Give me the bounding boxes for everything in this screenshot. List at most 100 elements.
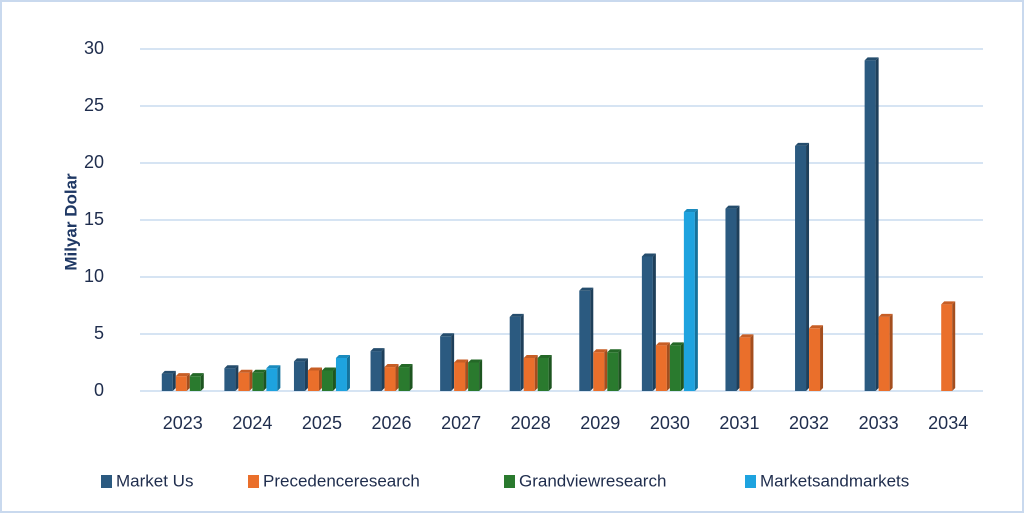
- bar: [252, 369, 267, 391]
- bar: [537, 354, 552, 391]
- bar-side: [479, 359, 483, 391]
- bar-side: [346, 354, 350, 391]
- y-tick-label: 20: [84, 152, 104, 172]
- bar-side: [736, 205, 740, 391]
- bar: [725, 205, 740, 391]
- bar: [669, 342, 684, 391]
- bar-face: [725, 208, 737, 391]
- bar-side: [680, 342, 684, 391]
- legend-label: Grandviewresearch: [519, 471, 666, 490]
- bar: [398, 364, 413, 391]
- bar-top: [238, 369, 253, 373]
- bar: [878, 313, 893, 391]
- bar: [607, 349, 622, 391]
- bar-face: [878, 316, 890, 391]
- bar-top: [370, 348, 385, 352]
- bar-top: [266, 365, 281, 369]
- bar-top: [293, 358, 308, 362]
- bar-top: [878, 313, 893, 317]
- bar-face: [509, 316, 521, 391]
- bar: [655, 342, 670, 391]
- legend-swatch: [248, 475, 259, 488]
- bar-top: [593, 349, 608, 353]
- bar-face: [161, 373, 173, 391]
- bar-top: [523, 354, 538, 358]
- bar-side: [548, 354, 552, 391]
- legend-label: Precedenceresearch: [263, 471, 420, 490]
- bar: [809, 325, 824, 391]
- bar-face: [370, 351, 382, 391]
- bar: [161, 370, 176, 391]
- bar-face: [266, 368, 278, 391]
- bar-face: [224, 368, 236, 391]
- bar-top: [537, 354, 552, 358]
- bar-face: [809, 328, 821, 391]
- bar: [454, 359, 469, 391]
- bar-face: [189, 376, 201, 391]
- bar-face: [795, 145, 807, 391]
- bar: [293, 358, 308, 391]
- bar-top: [809, 325, 824, 329]
- bar-face: [537, 357, 549, 391]
- bar-side: [652, 253, 656, 391]
- bar-top: [252, 369, 267, 373]
- bar-top: [161, 370, 176, 374]
- bar-top: [468, 359, 483, 363]
- bar-face: [607, 352, 619, 391]
- bar-top: [384, 364, 399, 368]
- y-tick-label: 0: [94, 380, 104, 400]
- bar-face: [321, 370, 333, 391]
- bar-side: [381, 348, 385, 391]
- bar-side: [604, 349, 608, 391]
- bar-side: [186, 373, 190, 391]
- bar-top: [224, 365, 239, 369]
- bar-top: [941, 301, 956, 305]
- bar: [307, 367, 322, 391]
- bar: [321, 367, 336, 391]
- x-tick-label: 2029: [580, 413, 620, 433]
- y-tick-label: 10: [84, 266, 104, 286]
- bar: [224, 365, 239, 391]
- x-tick-label: 2033: [859, 413, 899, 433]
- legend-label: Market Us: [116, 471, 193, 490]
- bar-top: [307, 367, 322, 371]
- bar: [579, 287, 594, 391]
- x-tick-label: 2031: [719, 413, 759, 433]
- bar-side: [806, 142, 810, 391]
- bar-face: [335, 357, 347, 391]
- bar-top: [725, 205, 740, 209]
- bar-top: [641, 253, 656, 257]
- bar: [370, 348, 385, 391]
- bar: [641, 253, 656, 391]
- bar-face: [384, 367, 396, 391]
- bar-face: [641, 256, 653, 391]
- bar-top: [864, 57, 879, 61]
- bar-side: [889, 313, 893, 391]
- y-tick-label: 25: [84, 95, 104, 115]
- bar-face: [468, 362, 480, 391]
- bar-top: [509, 313, 524, 317]
- bar-face: [683, 212, 695, 391]
- bar-side: [520, 313, 524, 391]
- bar-top: [669, 342, 684, 346]
- bar: [266, 365, 281, 391]
- bar-side: [618, 349, 622, 391]
- bar-side: [172, 370, 176, 391]
- bar-face: [175, 376, 187, 391]
- bar-top: [321, 367, 336, 371]
- bar-side: [875, 57, 879, 392]
- bar-face: [669, 345, 681, 391]
- bar-face: [293, 361, 305, 391]
- bar-top: [739, 334, 754, 338]
- bar-face: [593, 352, 605, 391]
- legend-label: Marketsandmarkets: [760, 471, 909, 490]
- bar: [739, 334, 754, 391]
- bar: [509, 313, 524, 391]
- bar-side: [750, 334, 754, 391]
- y-tick-label: 30: [84, 38, 104, 58]
- bar: [795, 142, 810, 391]
- legend-swatch: [745, 475, 756, 488]
- x-tick-label: 2032: [789, 413, 829, 433]
- y-tick-label: 15: [84, 209, 104, 229]
